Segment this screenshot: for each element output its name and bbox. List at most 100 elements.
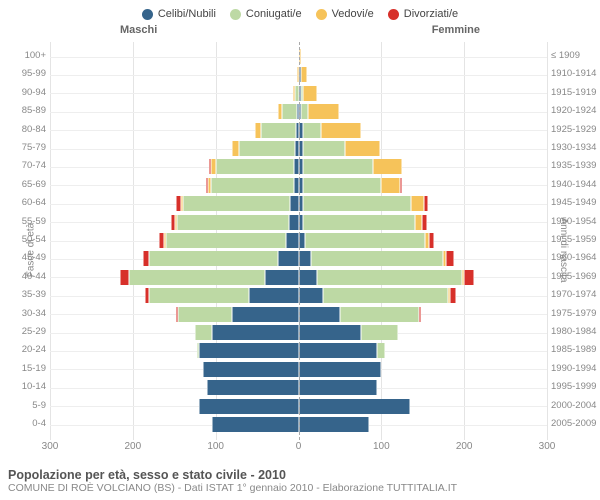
bar-male <box>197 343 299 358</box>
age-label: 25-29 <box>10 326 46 337</box>
age-label: 95-99 <box>10 68 46 79</box>
age-label: 80-84 <box>10 124 46 135</box>
bar-female <box>299 178 402 193</box>
legend-item: Divorziati/e <box>388 8 458 20</box>
bar-female <box>299 288 457 303</box>
legend-swatch <box>142 9 153 20</box>
bar-male <box>195 325 299 340</box>
x-tick-label: 0 <box>296 441 302 452</box>
bar-segment <box>129 270 266 285</box>
birth-year-label: 1910-1914 <box>551 68 599 79</box>
legend-label: Coniugati/e <box>246 8 302 20</box>
caption-sub: COMUNE DI ROÈ VOLCIANO (BS) - Dati ISTAT… <box>8 482 457 494</box>
bar-segment <box>303 123 321 138</box>
legend-label: Divorziati/e <box>404 8 458 20</box>
bar-segment <box>278 251 299 266</box>
bar-female <box>299 343 386 358</box>
bar-male <box>232 141 298 156</box>
bar-segment <box>166 233 286 248</box>
bar-segment <box>303 215 415 230</box>
bar-segment <box>317 270 462 285</box>
bar-female <box>299 417 369 432</box>
x-tick-label: 100 <box>207 441 224 452</box>
age-label: 100+ <box>10 50 46 61</box>
birth-year-label: 1955-1959 <box>551 234 599 245</box>
bar-segment <box>299 362 382 377</box>
bar-female <box>299 362 382 377</box>
birth-year-label: 1925-1929 <box>551 124 599 135</box>
age-label: 55-59 <box>10 216 46 227</box>
bar-segment <box>464 270 474 285</box>
bar-segment <box>429 233 434 248</box>
bar-segment <box>345 141 380 156</box>
bar-male <box>255 123 299 138</box>
birth-year-label: 1975-1979 <box>551 308 599 319</box>
bar-segment <box>239 141 295 156</box>
bar-segment <box>149 288 248 303</box>
age-label: 15-19 <box>10 363 46 374</box>
bar-segment <box>299 417 369 432</box>
bar-female <box>299 196 428 211</box>
age-label: 75-79 <box>10 142 46 153</box>
bar-segment <box>177 215 289 230</box>
bar-segment <box>323 288 447 303</box>
bar-segment <box>199 343 298 358</box>
bar-segment <box>446 251 454 266</box>
bar-segment <box>290 196 298 211</box>
birth-year-label: 1995-1999 <box>551 381 599 392</box>
birth-year-label: 1935-1939 <box>551 160 599 171</box>
bar-segment <box>400 178 402 193</box>
bar-segment <box>381 178 399 193</box>
legend-swatch <box>316 9 327 20</box>
bar-segment <box>120 270 128 285</box>
center-axis <box>299 42 300 440</box>
bar-segment <box>289 215 299 230</box>
x-tick-label: 200 <box>456 441 473 452</box>
legend: Celibi/NubiliConiugati/eVedovi/eDivorzia… <box>0 0 600 24</box>
bar-segment <box>299 251 311 266</box>
age-label: 0-4 <box>10 418 46 429</box>
x-tick-label: 100 <box>373 441 390 452</box>
age-label: 30-34 <box>10 308 46 319</box>
bar-segment <box>207 380 298 395</box>
bar-segment <box>216 159 295 174</box>
birth-year-label: 1990-1994 <box>551 363 599 374</box>
bar-segment <box>422 215 427 230</box>
birth-year-label: 1950-1954 <box>551 216 599 227</box>
bar-segment <box>303 178 382 193</box>
bar-segment <box>203 362 298 377</box>
x-axis: 3002001000100200300 <box>50 441 547 457</box>
bar-male <box>159 233 298 248</box>
birth-year-label: 1980-1984 <box>551 326 599 337</box>
birth-year-label: 1960-1964 <box>551 252 599 263</box>
birth-year-label: 1945-1949 <box>551 197 599 208</box>
bar-male <box>199 399 298 414</box>
bar-female <box>299 159 403 174</box>
bar-segment <box>450 288 457 303</box>
y-axis-label-left: Fasce di età <box>26 223 37 277</box>
bar-male <box>203 362 298 377</box>
gender-headers: Maschi Femmine <box>0 24 600 38</box>
bar-segment <box>232 141 239 156</box>
bar-male <box>207 380 298 395</box>
age-label: 50-54 <box>10 234 46 245</box>
bar-segment <box>305 233 425 248</box>
bar-segment <box>340 307 419 322</box>
bar-segment <box>424 196 428 211</box>
bar-female <box>299 325 398 340</box>
bar-male <box>120 270 298 285</box>
bar-male <box>171 215 299 230</box>
bar-segment <box>299 399 411 414</box>
bar-male <box>206 178 299 193</box>
birth-year-label: 1970-1974 <box>551 289 599 300</box>
birth-year-label: 1930-1934 <box>551 142 599 153</box>
bar-segment <box>299 343 378 358</box>
bar-segment <box>299 380 378 395</box>
bar-female <box>299 233 435 248</box>
bar-segment <box>303 86 318 101</box>
birth-year-label: ≤ 1909 <box>551 50 599 61</box>
bar-male <box>278 104 298 119</box>
bar-segment <box>377 343 385 358</box>
legend-swatch <box>388 9 399 20</box>
bar-segment <box>178 307 232 322</box>
